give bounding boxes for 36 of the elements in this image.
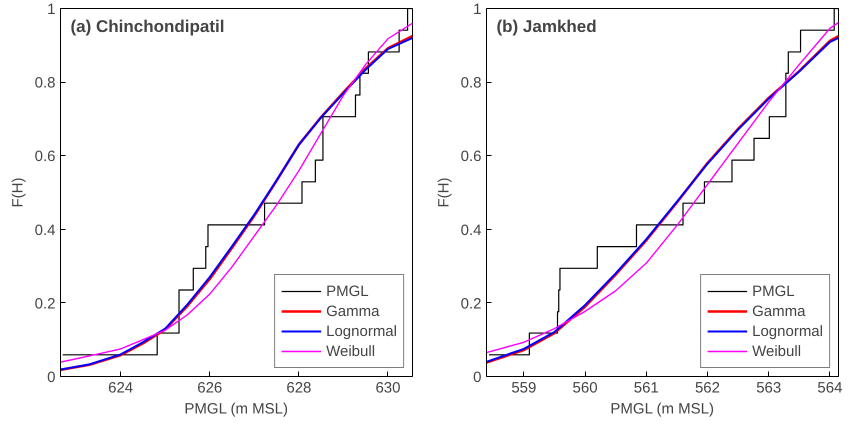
x-tick-label: 624: [108, 380, 134, 396]
annotation: (a) Chinchondipatil: [70, 17, 224, 36]
legend-label: Weibull: [752, 342, 802, 360]
y-tick-label: 0.2: [34, 295, 56, 312]
x-tick-label: 630: [375, 380, 401, 396]
x-tick-label: 626: [197, 380, 222, 396]
y-axis-title: F(H): [436, 177, 453, 208]
legend-label: Lognormal: [326, 322, 397, 340]
x-tick-label: 560: [572, 380, 598, 396]
x-axis-title: PMGL (m MSL): [184, 400, 288, 418]
y-tick-label: 1: [473, 1, 482, 18]
annotation: (b) Jamkhed: [496, 17, 597, 36]
legend-label: PMGL: [326, 282, 369, 300]
x-axis-title: PMGL (m MSL): [610, 400, 714, 418]
legend-label: PMGL: [752, 282, 795, 300]
y-tick-label: 0.4: [34, 222, 56, 239]
legend-label: Lognormal: [752, 322, 823, 340]
y-tick-label: 1: [47, 1, 56, 18]
y-tick-label: 0.2: [460, 295, 482, 312]
x-tick-label: 628: [286, 380, 312, 396]
y-tick-label: 0: [47, 369, 56, 386]
y-axis-title: F(H): [10, 177, 27, 208]
legend-label: Gamma: [752, 302, 806, 320]
legend-label: Gamma: [326, 302, 380, 320]
y-tick-label: 0.8: [34, 74, 56, 92]
x-tick-label: 559: [511, 380, 536, 396]
x-tick-label: 562: [694, 380, 720, 396]
y-tick-label: 0: [473, 369, 482, 386]
y-tick-label: 0.6: [34, 148, 56, 166]
y-tick-label: 0.6: [460, 148, 482, 166]
x-tick-label: 563: [756, 380, 782, 396]
y-tick-label: 0.4: [460, 222, 482, 239]
x-tick-label: 564: [817, 380, 842, 396]
x-tick-label: 561: [634, 380, 659, 396]
y-tick-label: 0.8: [460, 74, 482, 92]
legend-label: Weibull: [326, 342, 376, 360]
